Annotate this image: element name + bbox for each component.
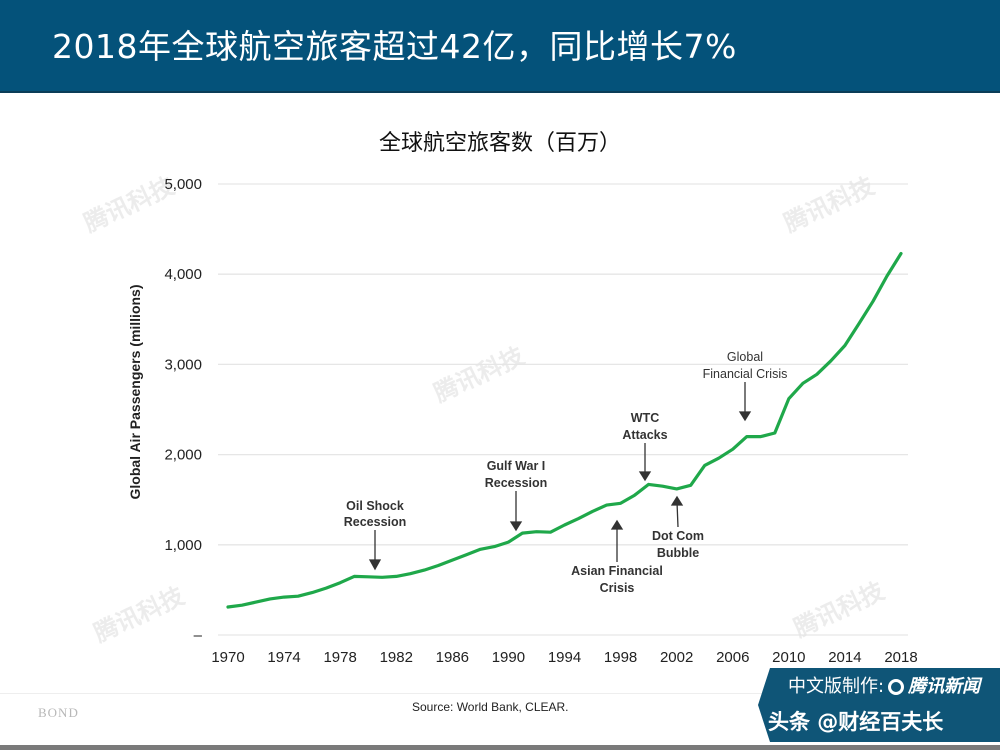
annotation-oil-shock-line1: Oil Shock xyxy=(346,499,404,513)
chart-title: 全球航空旅客数（百万） xyxy=(378,131,621,156)
annotation-dotcom-line2: Bubble xyxy=(657,546,699,560)
credit-badge: 中文版制作: 腾讯新闻 头条 @财经百夫长 xyxy=(758,668,1000,742)
tencent-news-logo-icon xyxy=(888,679,905,695)
y-tick-label: 3,000 xyxy=(164,356,202,373)
annotation-wtc-line2: Attacks xyxy=(622,428,667,442)
y-tick-label: 5,000 xyxy=(164,176,202,193)
x-tick-label: 2014 xyxy=(828,649,861,666)
y-tick-label: 4,000 xyxy=(164,266,202,283)
y-axis-ticks: – 1,000 2,000 3,000 4,000 5,000 xyxy=(164,176,202,644)
annotation-asian-crisis-line1: Asian Financial xyxy=(571,564,663,578)
annotation-dotcom-line1: Dot Com xyxy=(652,529,704,543)
annotation-asian-crisis-line2: Crisis xyxy=(600,581,635,595)
annotations: Oil Shock Recession Gulf War I Recession… xyxy=(344,350,788,595)
badge-producer: 中文版制作: 腾讯新闻 xyxy=(788,672,980,698)
x-axis-ticks: 1970 1974 1978 1982 1986 1990 1994 1998 2002 2006… xyxy=(211,649,917,666)
bottom-bar xyxy=(0,745,1000,750)
y-tick-label: 2,000 xyxy=(164,447,202,464)
x-tick-label: 1998 xyxy=(604,649,637,666)
source-note: Source: World Bank, CLEAR. xyxy=(412,700,569,714)
annotation-gfc-line1: Global xyxy=(727,350,763,364)
x-tick-label: 1974 xyxy=(267,649,300,666)
y-tick-label: – xyxy=(194,627,203,644)
arrow-up-icon xyxy=(670,495,684,506)
x-tick-label: 2006 xyxy=(716,649,749,666)
x-tick-label: 1978 xyxy=(323,649,356,666)
arrow-up-icon xyxy=(610,519,624,530)
badge-account: 头条 @财经百夫长 xyxy=(768,710,944,734)
slide-title: 2018年全球航空旅客超过42亿，同比增长7% xyxy=(52,27,737,66)
annotation-oil-shock-line2: Recession xyxy=(344,515,407,529)
passenger-line xyxy=(226,251,903,609)
arrow-down-icon xyxy=(509,521,523,532)
annotation-gulf-war-line2: Recession xyxy=(485,476,548,490)
badge-producer-prefix: 中文版制作: xyxy=(788,676,885,697)
x-tick-label: 1994 xyxy=(548,649,581,666)
annotation-wtc-line1: WTC xyxy=(631,411,659,425)
x-tick-label: 1990 xyxy=(492,649,525,666)
y-axis-label: Global Air Passengers (millions) xyxy=(127,285,143,500)
arrow-down-icon xyxy=(738,411,752,422)
x-tick-label: 2010 xyxy=(772,649,805,666)
footer-divider xyxy=(0,693,770,694)
x-tick-label: 2002 xyxy=(660,649,693,666)
annotation-gulf-war-line1: Gulf War I xyxy=(487,459,546,473)
brand-logo: BOND xyxy=(38,705,79,720)
slide-header: 2018年全球航空旅客超过42亿，同比增长7% xyxy=(0,0,1000,93)
annotation-arrows xyxy=(368,382,752,571)
x-tick-label: 2018 xyxy=(884,649,917,666)
badge-producer-brand: 腾讯新闻 xyxy=(908,676,981,697)
annotation-gfc-line2: Financial Crisis xyxy=(703,367,788,381)
x-tick-label: 1982 xyxy=(380,649,413,666)
y-tick-label: 1,000 xyxy=(164,537,202,554)
grid-lines xyxy=(218,183,908,636)
x-tick-label: 1970 xyxy=(211,649,244,666)
arrow-down-icon xyxy=(368,559,382,571)
x-tick-label: 1986 xyxy=(436,649,469,666)
arrow-down-icon xyxy=(638,471,652,482)
